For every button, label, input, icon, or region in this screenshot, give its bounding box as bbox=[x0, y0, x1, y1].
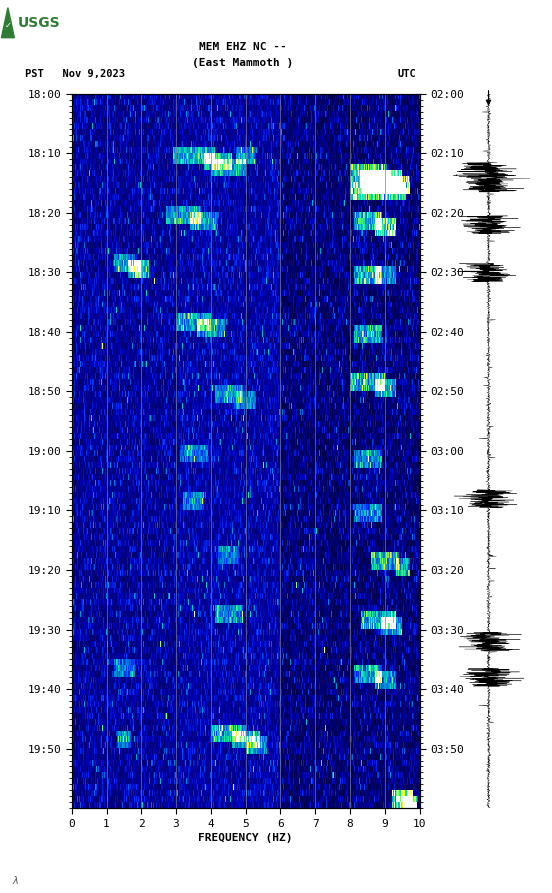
Text: MEM EHZ NC --: MEM EHZ NC -- bbox=[199, 42, 286, 52]
Text: (East Mammoth ): (East Mammoth ) bbox=[192, 58, 294, 68]
Text: ✓: ✓ bbox=[4, 21, 12, 30]
Text: PST   Nov 9,2023: PST Nov 9,2023 bbox=[25, 69, 125, 79]
Polygon shape bbox=[2, 8, 14, 38]
X-axis label: FREQUENCY (HZ): FREQUENCY (HZ) bbox=[198, 833, 293, 843]
Text: UTC: UTC bbox=[397, 69, 416, 79]
Text: $\lambda$: $\lambda$ bbox=[12, 874, 19, 886]
Text: USGS: USGS bbox=[18, 16, 61, 29]
